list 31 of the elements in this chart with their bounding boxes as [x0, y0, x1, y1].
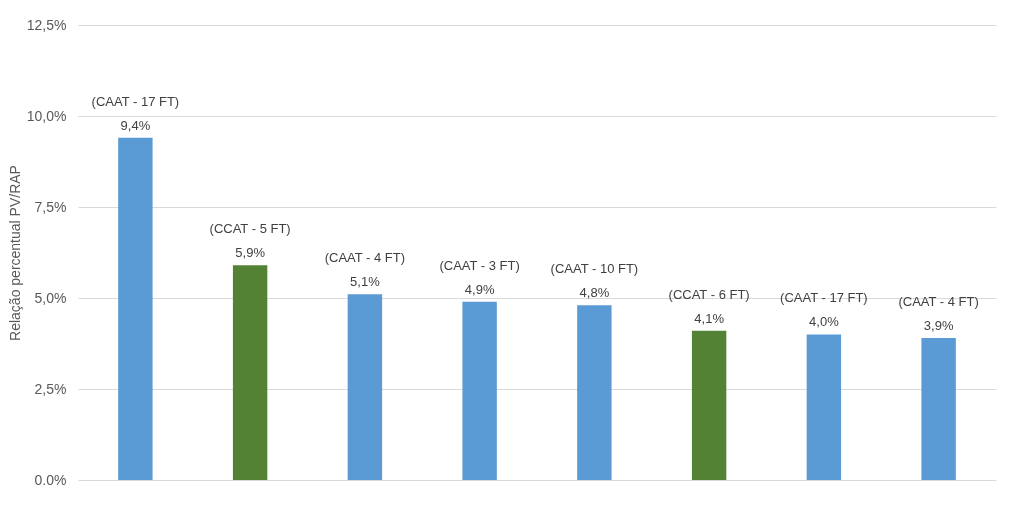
bar	[806, 334, 842, 480]
data-label: 4,1%	[694, 310, 725, 326]
y-tick-label: 7,5%	[34, 198, 67, 215]
y-tick-label: 5,0%	[34, 289, 67, 306]
annotation: (CAAT - 4 FT)	[324, 250, 406, 266]
data-label: 4,9%	[464, 281, 495, 297]
bar	[118, 137, 153, 480]
y-axis-title: Relação percentual PV/RAP	[6, 165, 23, 341]
annotation: (CAAT - 4 FT)	[898, 294, 979, 310]
data-label: 5,1%	[350, 274, 381, 290]
bar	[691, 330, 727, 480]
data-label: 4,8%	[579, 285, 610, 301]
y-tick-label: 10,0%	[26, 107, 67, 124]
annotation: (CAAT - 10 FT)	[550, 261, 639, 277]
data-label: 9,4%	[120, 117, 151, 133]
annotation: (CAAT - 3 FT)	[439, 257, 520, 273]
data-label: 5,9%	[235, 245, 266, 261]
y-tick-label: 0.0%	[34, 471, 67, 488]
bar	[232, 265, 268, 480]
annotation: (CCAT - 5 FT)	[209, 221, 291, 237]
annotation: (CAAT - 17 FT)	[91, 93, 180, 109]
y-tick-label: 12,5%	[26, 16, 67, 33]
annotation: (CCAT - 6 FT)	[668, 286, 750, 302]
y-tick-label: 2,5%	[34, 380, 67, 397]
annotation: (CAAT - 17 FT)	[780, 290, 868, 306]
bar	[347, 294, 383, 480]
bar	[921, 338, 956, 480]
data-label: 3,9%	[923, 318, 954, 334]
bar	[577, 305, 612, 480]
data-label: 4,0%	[809, 314, 840, 330]
bar	[462, 301, 497, 480]
